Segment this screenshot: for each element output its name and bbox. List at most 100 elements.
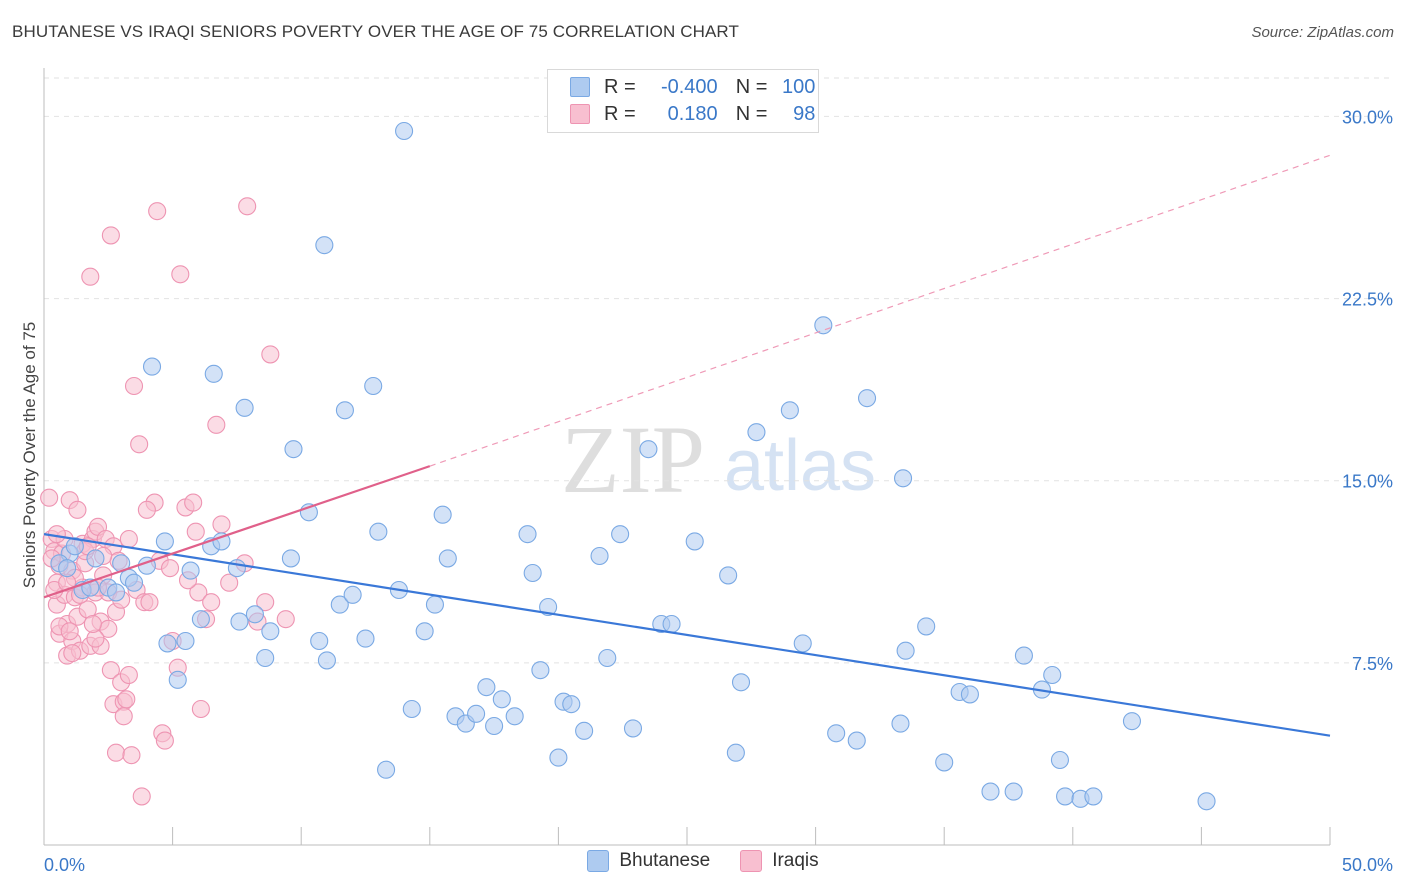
data-point [276, 610, 295, 629]
legend-label-iraqis: Iraqis [772, 850, 819, 871]
y-tick-label: 15.0% [1342, 472, 1393, 492]
legend-row-bhutanese: R = -0.400 N = 100 [570, 74, 815, 100]
r-label: R = [604, 102, 636, 125]
legend-swatch-iraqis [570, 104, 590, 124]
data-point [132, 787, 151, 806]
data-point [467, 704, 486, 723]
data-point [369, 522, 388, 541]
data-point [731, 673, 751, 692]
data-point [523, 563, 542, 583]
data-point [1014, 646, 1033, 665]
data-point [780, 401, 799, 420]
data-point [204, 364, 223, 383]
data-point [256, 593, 275, 612]
data-point [124, 573, 144, 592]
data-point [402, 699, 421, 719]
data-point [101, 226, 120, 245]
data-point [531, 661, 550, 680]
legend-label-bhutanese: Bhutanese [619, 850, 711, 871]
data-point [505, 707, 524, 726]
data-point [171, 265, 190, 284]
data-point [176, 631, 195, 651]
data-point [726, 743, 745, 762]
x-tick-label-min: 0.0% [44, 855, 85, 875]
data-point [415, 622, 434, 641]
y-axis-label: Seniors Poverty Over the Age of 75 [20, 321, 39, 589]
data-point [549, 748, 568, 767]
series-bhutanese [50, 121, 1216, 811]
data-point [611, 525, 630, 544]
data-point [1122, 712, 1142, 731]
series-iraqis [40, 197, 295, 806]
n-label: N = [735, 102, 768, 125]
r-value: -0.400 [660, 75, 718, 98]
data-point [1043, 665, 1062, 685]
data-point [230, 612, 249, 631]
legend-row-iraqis: R = 0.180 N = 98 [570, 101, 815, 127]
legend-item-iraqis[interactable]: Iraqis [740, 850, 819, 872]
y-tick-label: 30.0% [1342, 107, 1393, 127]
data-point [935, 753, 954, 772]
data-point [212, 532, 231, 551]
trendline-iraqis [43, 465, 431, 599]
data-point [168, 670, 187, 689]
data-point [189, 583, 208, 602]
data-point [65, 537, 84, 556]
legend-swatch-bhutanese [570, 77, 590, 97]
data-point [485, 716, 504, 736]
data-point [1056, 787, 1075, 806]
y-tick-label: 22.5% [1342, 290, 1393, 310]
data-point [747, 423, 766, 442]
data-point [124, 376, 144, 396]
data-point [212, 515, 231, 534]
data-point [160, 559, 180, 578]
data-point [1050, 750, 1069, 770]
correlation-legend: R = -0.400 N = 100 R = 0.180 N = 98 [547, 69, 819, 133]
data-point [60, 622, 79, 641]
r-value: 0.180 [667, 102, 718, 125]
data-point [142, 357, 162, 376]
data-point [191, 610, 210, 629]
data-point [827, 724, 846, 743]
data-point [261, 622, 280, 641]
data-point [492, 690, 511, 709]
data-point [1197, 792, 1216, 811]
trendline-bhutanese [43, 533, 1331, 737]
data-point [117, 690, 136, 709]
series-legend: Bhutanese Iraqis [0, 850, 1406, 872]
data-point [518, 525, 537, 544]
data-point [155, 731, 174, 750]
data-point [284, 440, 303, 459]
data-point [148, 202, 167, 221]
data-point [719, 566, 738, 585]
data-point [364, 376, 383, 396]
y-tick-label: 7.5% [1352, 654, 1393, 674]
data-point [1084, 787, 1103, 806]
data-point [814, 316, 833, 335]
chart-title: BHUTANESE VS IRAQI SENIORS POVERTY OVER … [12, 22, 739, 41]
data-point [317, 651, 336, 670]
data-point [40, 488, 59, 507]
data-point [86, 549, 105, 568]
data-point [425, 595, 444, 614]
data-point [202, 593, 221, 612]
data-point [917, 617, 936, 636]
n-value: 100 [782, 75, 816, 98]
data-point [68, 500, 87, 519]
data-point [893, 469, 913, 488]
data-point [155, 532, 174, 551]
data-point [662, 614, 681, 634]
data-point [238, 197, 257, 216]
data-point [245, 605, 264, 624]
trendline-iraqis-extension [429, 154, 1331, 467]
data-point [130, 435, 149, 454]
data-point [477, 678, 496, 697]
data-point [590, 546, 609, 566]
legend-item-bhutanese[interactable]: Bhutanese [587, 850, 710, 872]
data-point [220, 573, 239, 592]
data-point [685, 532, 704, 551]
data-point [433, 505, 452, 524]
watermark-zip: ZIP [561, 406, 705, 513]
data-point [256, 648, 275, 668]
data-point [191, 699, 210, 719]
